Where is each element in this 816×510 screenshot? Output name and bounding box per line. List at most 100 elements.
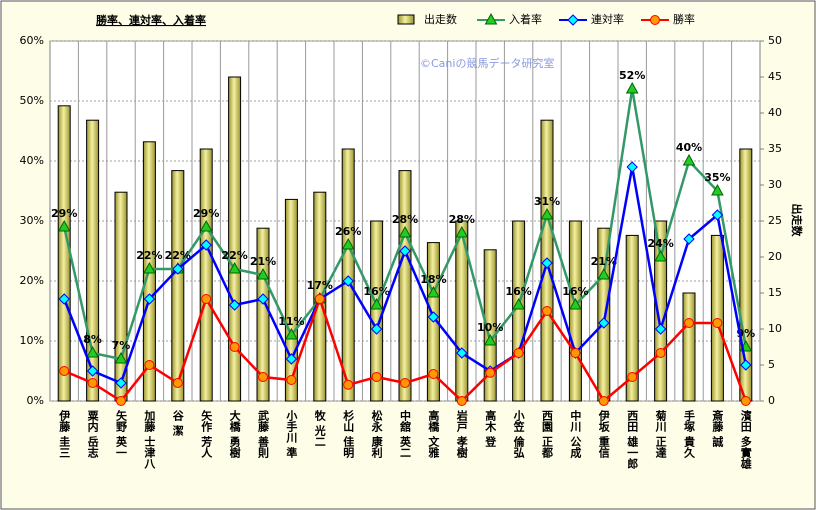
point [371, 372, 382, 382]
bar [398, 170, 412, 402]
legend-marker [650, 15, 660, 25]
data-label: 16% [363, 285, 389, 298]
y-tick-label: 0% [27, 394, 44, 407]
bar [57, 105, 71, 402]
y2-tick-label: 50 [768, 34, 782, 47]
point [540, 207, 554, 220]
x-tick-label: 粟内 岳志 [86, 410, 100, 458]
x-tick-label: 中川 公成 [569, 409, 583, 459]
data-label: 21% [591, 255, 617, 268]
bar [171, 170, 185, 402]
data-label: 7% [112, 339, 131, 352]
point [285, 327, 298, 340]
point [740, 359, 752, 371]
y2-tick-label: 5 [768, 358, 775, 371]
data-label: 21% [250, 255, 276, 268]
y2-tick-label: 20 [768, 250, 782, 263]
legend-marker [567, 14, 579, 26]
point [143, 293, 156, 305]
x-tick-label: 伊藤 圭三 [58, 409, 72, 458]
x-tick-label: 大橋 勇樹 [228, 409, 241, 459]
x-tick-label: 牧 光二 [313, 409, 327, 447]
x-tick-label: 小手川 準 [285, 409, 299, 459]
point [286, 375, 297, 385]
point [711, 209, 724, 221]
point [57, 219, 71, 232]
data-label: 22% [165, 249, 191, 262]
point [86, 345, 99, 358]
point [598, 396, 609, 406]
data-label: 40% [676, 141, 702, 154]
data-label: 8% [83, 333, 102, 346]
y2-tick-label: 10 [768, 322, 782, 335]
x-tick-label: 濱田 多實雄 [739, 409, 753, 470]
point [512, 297, 525, 310]
x-tick-label: 西園 正都 [541, 410, 555, 459]
bar [682, 292, 696, 402]
data-label: 16% [505, 285, 531, 298]
chart-title: 勝率、連対率、入着率 [96, 13, 206, 27]
point [626, 161, 638, 173]
point [228, 299, 241, 311]
point [456, 347, 468, 359]
point [427, 285, 440, 298]
data-label: 22% [136, 249, 162, 262]
point [654, 249, 667, 262]
data-label: 29% [193, 207, 219, 220]
data-label: 18% [420, 273, 446, 286]
point [655, 348, 666, 358]
bar [568, 220, 582, 402]
data-label: 11% [278, 315, 304, 328]
point [229, 342, 240, 352]
point [542, 306, 552, 316]
point [456, 396, 467, 406]
point [711, 183, 724, 196]
point [597, 267, 611, 280]
data-label: 16% [562, 285, 588, 298]
point [400, 378, 410, 388]
data-label: 22% [221, 249, 247, 262]
x-tick-label: 加藤 士津八 [143, 409, 157, 469]
bar [199, 148, 213, 402]
point [712, 318, 723, 328]
point [256, 267, 270, 280]
point [513, 348, 524, 358]
point [257, 293, 269, 305]
x-tick-label: 武藤 善則 [257, 409, 271, 459]
bar [483, 249, 497, 402]
point [654, 323, 667, 335]
bar [86, 119, 100, 402]
point [144, 360, 155, 370]
point [58, 293, 70, 305]
point [740, 396, 751, 406]
x-tick-label: 矢作 芳人 [200, 409, 213, 458]
y2-tick-label: 40 [768, 106, 782, 119]
data-label: 28% [449, 213, 475, 226]
point [483, 333, 497, 346]
y2-tick-label: 0 [768, 394, 775, 407]
y-tick-label: 50% [20, 94, 44, 107]
y2-tick-label: 35 [768, 142, 782, 155]
legend-label: 勝率 [673, 12, 695, 26]
data-label: 28% [392, 213, 418, 226]
point [143, 261, 156, 274]
point [485, 367, 496, 378]
data-label: 35% [704, 171, 730, 184]
y2-tick-label: 45 [768, 70, 782, 83]
point [683, 233, 695, 245]
point [258, 372, 268, 382]
point [172, 263, 184, 275]
data-label: 17% [307, 279, 333, 292]
point [341, 237, 355, 250]
point [682, 153, 696, 166]
data-label: 10% [477, 321, 503, 334]
point [115, 377, 127, 389]
y-tick-label: 30% [20, 214, 44, 227]
point [116, 396, 126, 406]
point [541, 257, 553, 269]
bar [256, 227, 270, 402]
point [370, 323, 383, 335]
point [427, 311, 440, 323]
point [625, 81, 639, 94]
